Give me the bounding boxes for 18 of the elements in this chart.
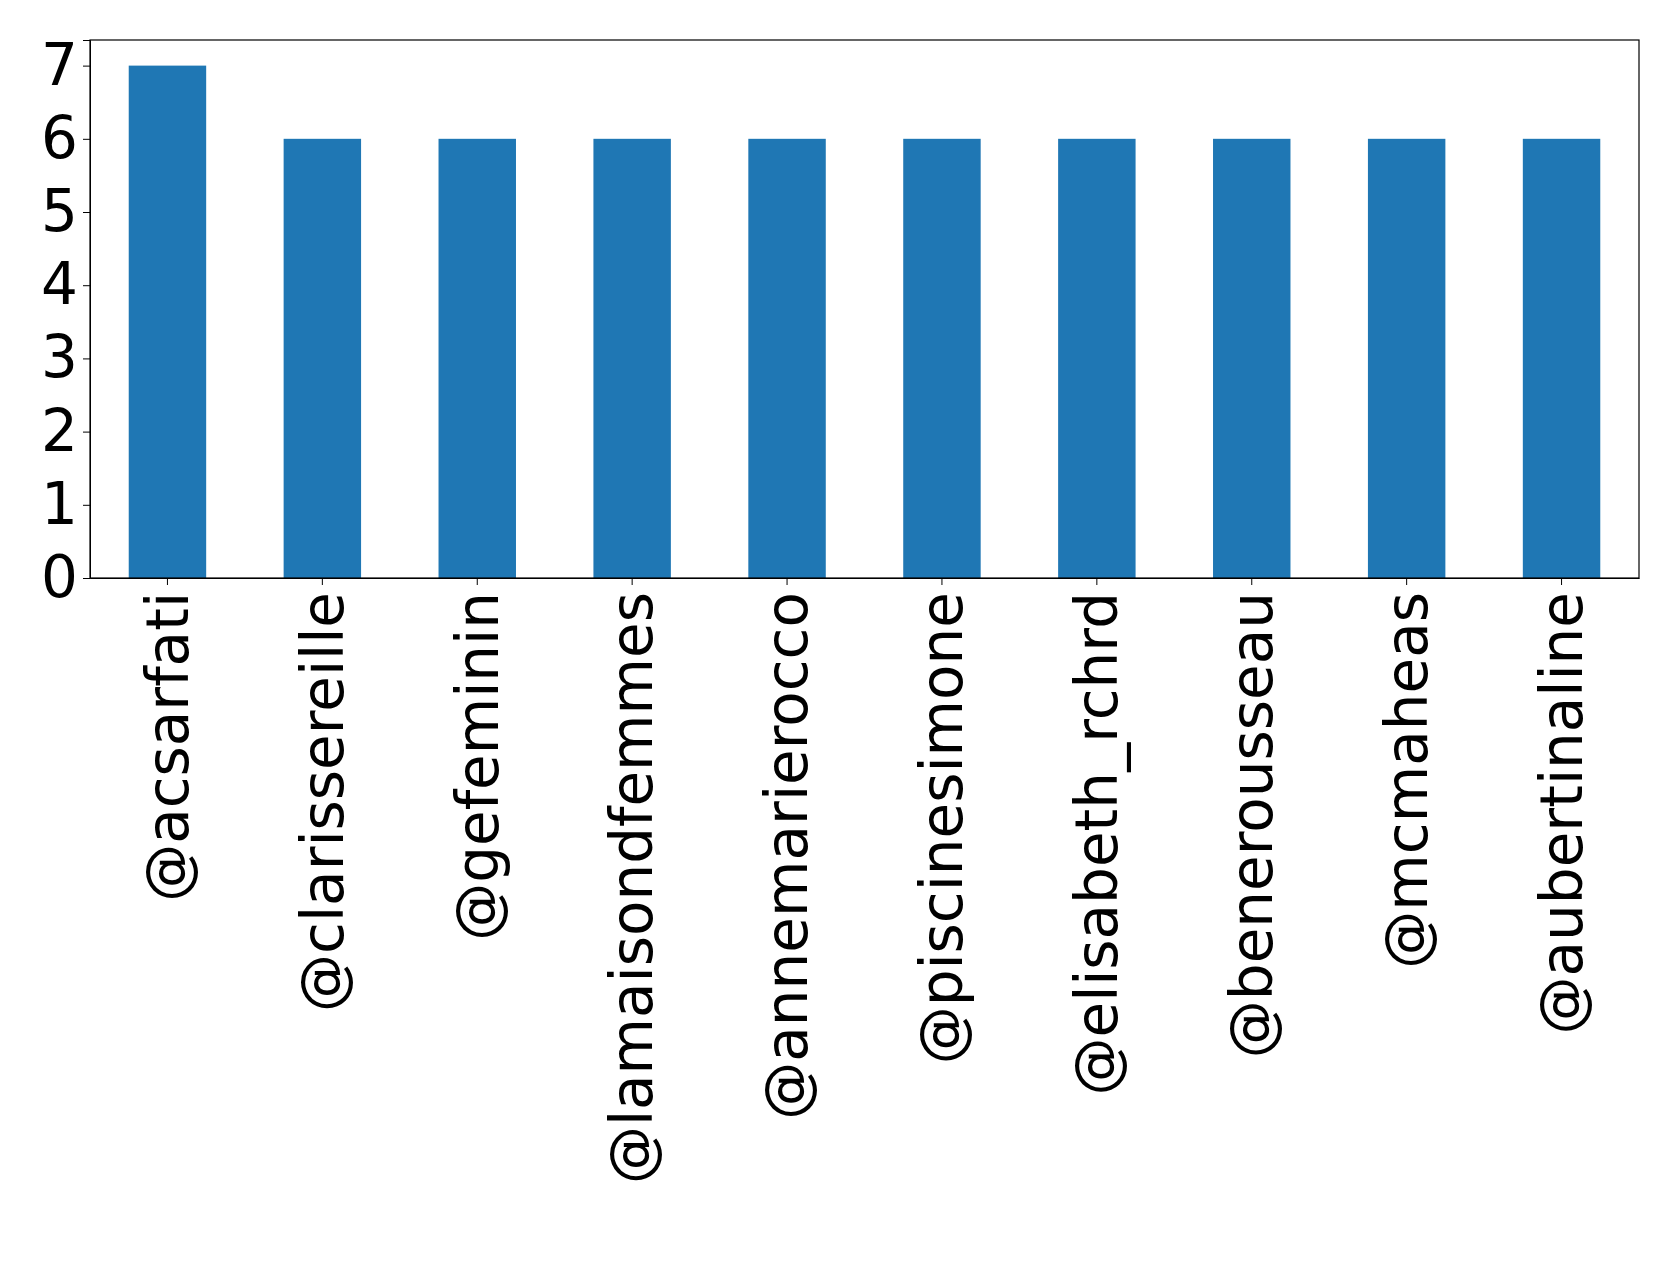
x-tick-label: @elisabeth_rchrd bbox=[1063, 592, 1132, 1096]
y-tick-label: 5 bbox=[41, 177, 78, 246]
y-tick-label: 0 bbox=[41, 543, 78, 612]
x-tick-label: @piscinesimone bbox=[908, 592, 977, 1065]
y-tick-label: 2 bbox=[41, 396, 78, 465]
y-tick-label: 6 bbox=[41, 103, 78, 172]
x-tick-label: @lamaisondfemmes bbox=[598, 592, 667, 1185]
x-tick-label: @clarissereille bbox=[288, 592, 357, 1012]
y-tick-label: 3 bbox=[41, 323, 78, 392]
x-tick-label: @acsarfati bbox=[133, 592, 202, 902]
x-tick-label: @gefeminin bbox=[443, 592, 512, 941]
y-tick-label: 1 bbox=[41, 469, 78, 538]
x-tick-label: @mcmaheas bbox=[1372, 592, 1441, 969]
y-tick-label: 4 bbox=[41, 250, 78, 319]
y-tick-label: 7 bbox=[41, 30, 78, 99]
x-tick-label: @annemarierocco bbox=[753, 592, 822, 1120]
x-tick-label: @benerousseau bbox=[1218, 592, 1287, 1059]
x-tick-label: @aubertinaline bbox=[1527, 592, 1596, 1035]
